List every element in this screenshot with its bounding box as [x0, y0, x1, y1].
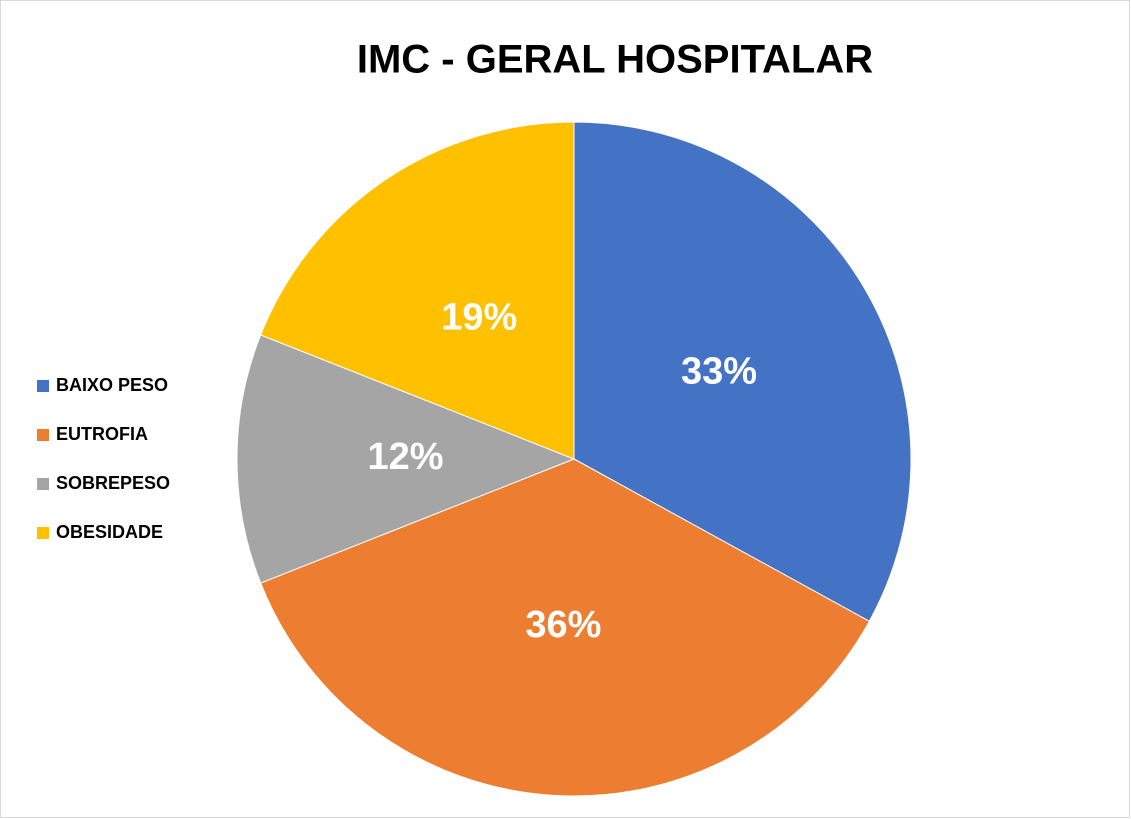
legend-label: BAIXO PESO: [56, 375, 168, 395]
data-label: 12%: [367, 436, 443, 478]
legend-swatch: [37, 380, 49, 392]
data-label: 33%: [681, 350, 757, 392]
legend-swatch: [37, 527, 49, 539]
legend-label: SOBREPESO: [56, 473, 170, 493]
pie-slice: [260, 121, 575, 460]
data-label: 36%: [525, 604, 601, 646]
legend-label: EUTROFIA: [56, 424, 148, 444]
legend-label: OBESIDADE: [56, 522, 163, 542]
chart-title: IMC - GERAL HOSPITALAR: [357, 38, 873, 82]
data-label: 19%: [441, 297, 517, 339]
pie-slice: [236, 334, 576, 584]
pie-slice: [573, 121, 912, 623]
legend-swatch: [37, 429, 49, 441]
legend-swatch: [37, 478, 49, 490]
pie-slice: [260, 458, 870, 797]
